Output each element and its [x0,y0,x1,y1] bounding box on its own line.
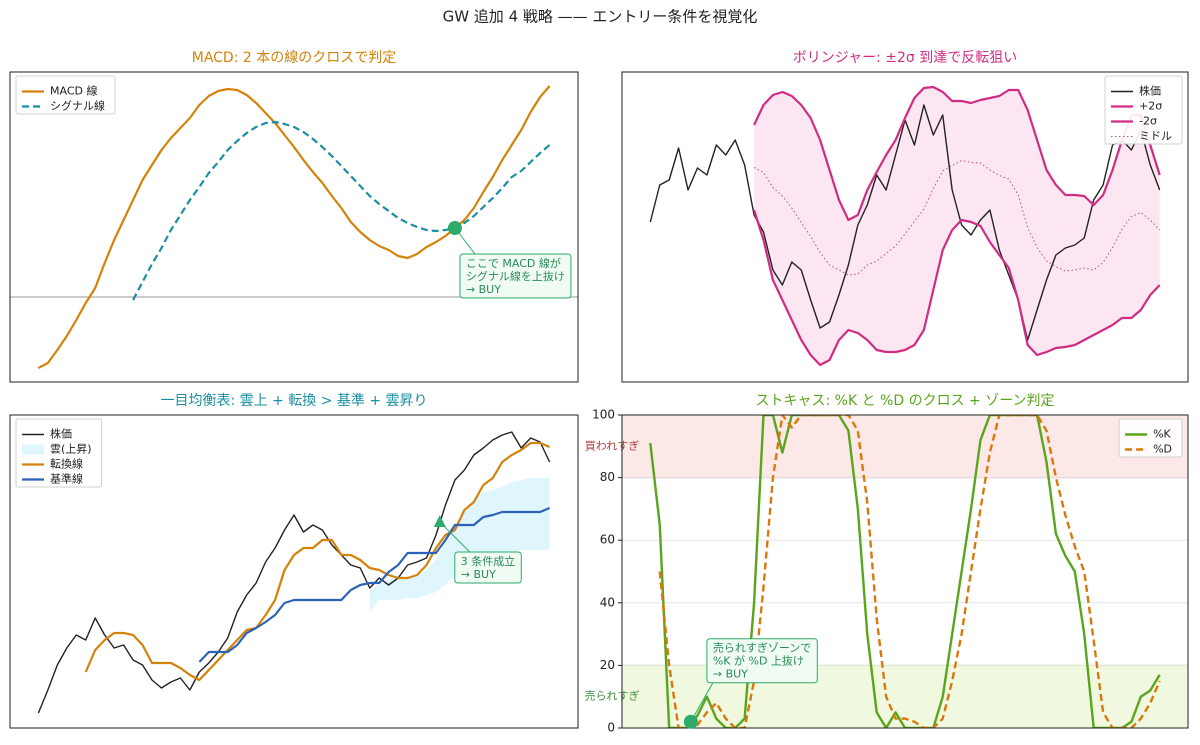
legend-label: 株価 [1139,84,1161,98]
zone [622,415,1188,478]
panel-title: MACD: 2 本の線のクロスで判定 [192,50,397,66]
y-tick-label: 60 [600,533,615,547]
legend: 株価 +2σ -2σ ミドル [1104,75,1183,145]
signal-marker [447,221,462,235]
y-tick-label: 80 [600,470,615,484]
y-tick-label: 100 [592,408,615,422]
legend-swatch [22,444,44,455]
plot-area [37,431,551,714]
signal-marker [683,714,698,729]
legend-label: 株価 [50,427,72,441]
annotation-box [454,551,522,584]
annotation-text: → BUY [461,568,496,581]
legend-label: MACD 線 [50,84,97,98]
annotation-text: → BUY [713,668,748,681]
plot-frame [9,71,579,383]
zone-label: 買われすぎ [585,438,639,452]
line [753,85,1161,222]
annotation-text: %K が %D 上抜け [713,654,804,668]
legend-label: %D [1153,443,1172,456]
line [753,160,1161,276]
line [132,120,551,301]
line [37,85,551,369]
annotation-text: シグナル線を上抜け [466,269,565,283]
legend-label: ミドル [1139,130,1172,143]
plot-frame [621,414,1189,729]
legend-label: 転換線 [50,457,83,471]
y-tick-label: 40 [600,595,615,609]
annotation-text: → BUY [466,283,501,296]
panel-title: 一目均衡表: 雲上 + 転換 > 基準 + 雲昇り [160,392,427,409]
legend-box [15,75,116,115]
y-tick-label: 0 [607,721,615,735]
signal-marker [433,515,446,527]
annotation-arrow [690,682,714,722]
plot-frame [621,71,1189,383]
annotation-box [706,638,818,684]
plot-frame [9,414,579,729]
panel-title: ストキャス: %K と %D のクロス + ゾーン判定 [755,393,1054,409]
annotation-text: 3 条件成立 [461,554,515,568]
legend: %K %D [1118,418,1183,458]
legend-box [1118,418,1183,458]
plot-area [649,85,1161,367]
legend-label: %K [1153,428,1171,441]
annotation: 売られすぎゾーンで%K が %D 上抜け→ BUY [690,638,818,722]
plot-area [622,415,1188,728]
legend-label: -2σ [1139,115,1157,128]
zone-label: 売られすぎ [585,689,640,703]
legend-label: 基準線 [50,472,83,486]
annotation-text: 売られすぎゾーンで [713,641,811,655]
panel-title: ボリンジャー: ±2σ 到達で反転狙い [793,50,1017,66]
figure-title: GW 追加 4 戦略 —— エントリー条件を視覚化 [443,8,758,26]
line [649,415,1161,728]
legend-box [15,418,103,488]
y-tick-label: 20 [600,658,615,672]
band-fill [754,87,1160,365]
line [753,209,1161,367]
annotation: 3 条件成立→ BUY [439,521,522,584]
annotation-box [459,253,572,299]
line [198,506,551,663]
annotation-text: ここで MACD 線が [466,256,561,270]
line [37,431,551,714]
legend-label: シグナル線 [50,99,105,113]
legend-box [1104,75,1183,145]
legend-label: +2σ [1139,100,1162,113]
legend-label: 雲(上昇) [50,443,92,456]
line [84,441,551,682]
